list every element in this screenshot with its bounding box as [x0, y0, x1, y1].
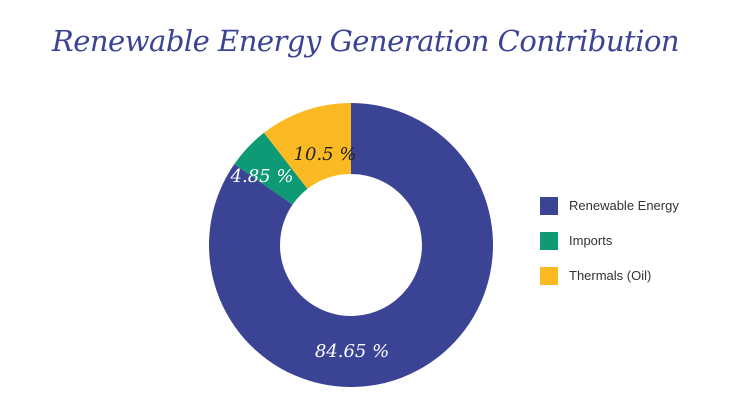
data-label: 84.65 %	[315, 341, 389, 362]
legend-item-thermals: Thermals (Oil)	[540, 258, 679, 293]
legend-label: Renewable Energy	[569, 198, 679, 213]
legend-label: Thermals (Oil)	[569, 268, 652, 283]
chart-title: Renewable Energy Generation Contribution	[51, 24, 680, 58]
slice-renewable-energy	[209, 103, 493, 387]
slice-imports	[234, 132, 308, 205]
legend-swatch	[540, 266, 558, 285]
legend-item-renewable: Renewable Energy	[540, 188, 679, 223]
legend: Renewable Energy Imports Thermals (Oil)	[540, 188, 679, 293]
data-label: 4.85 %	[230, 166, 294, 187]
slice-thermals-oil	[263, 103, 351, 189]
legend-swatch	[540, 196, 558, 215]
legend-item-imports: Imports	[540, 223, 679, 258]
data-label: 10.5 %	[294, 144, 357, 165]
legend-label: Imports	[569, 233, 613, 248]
legend-swatch	[540, 231, 558, 250]
